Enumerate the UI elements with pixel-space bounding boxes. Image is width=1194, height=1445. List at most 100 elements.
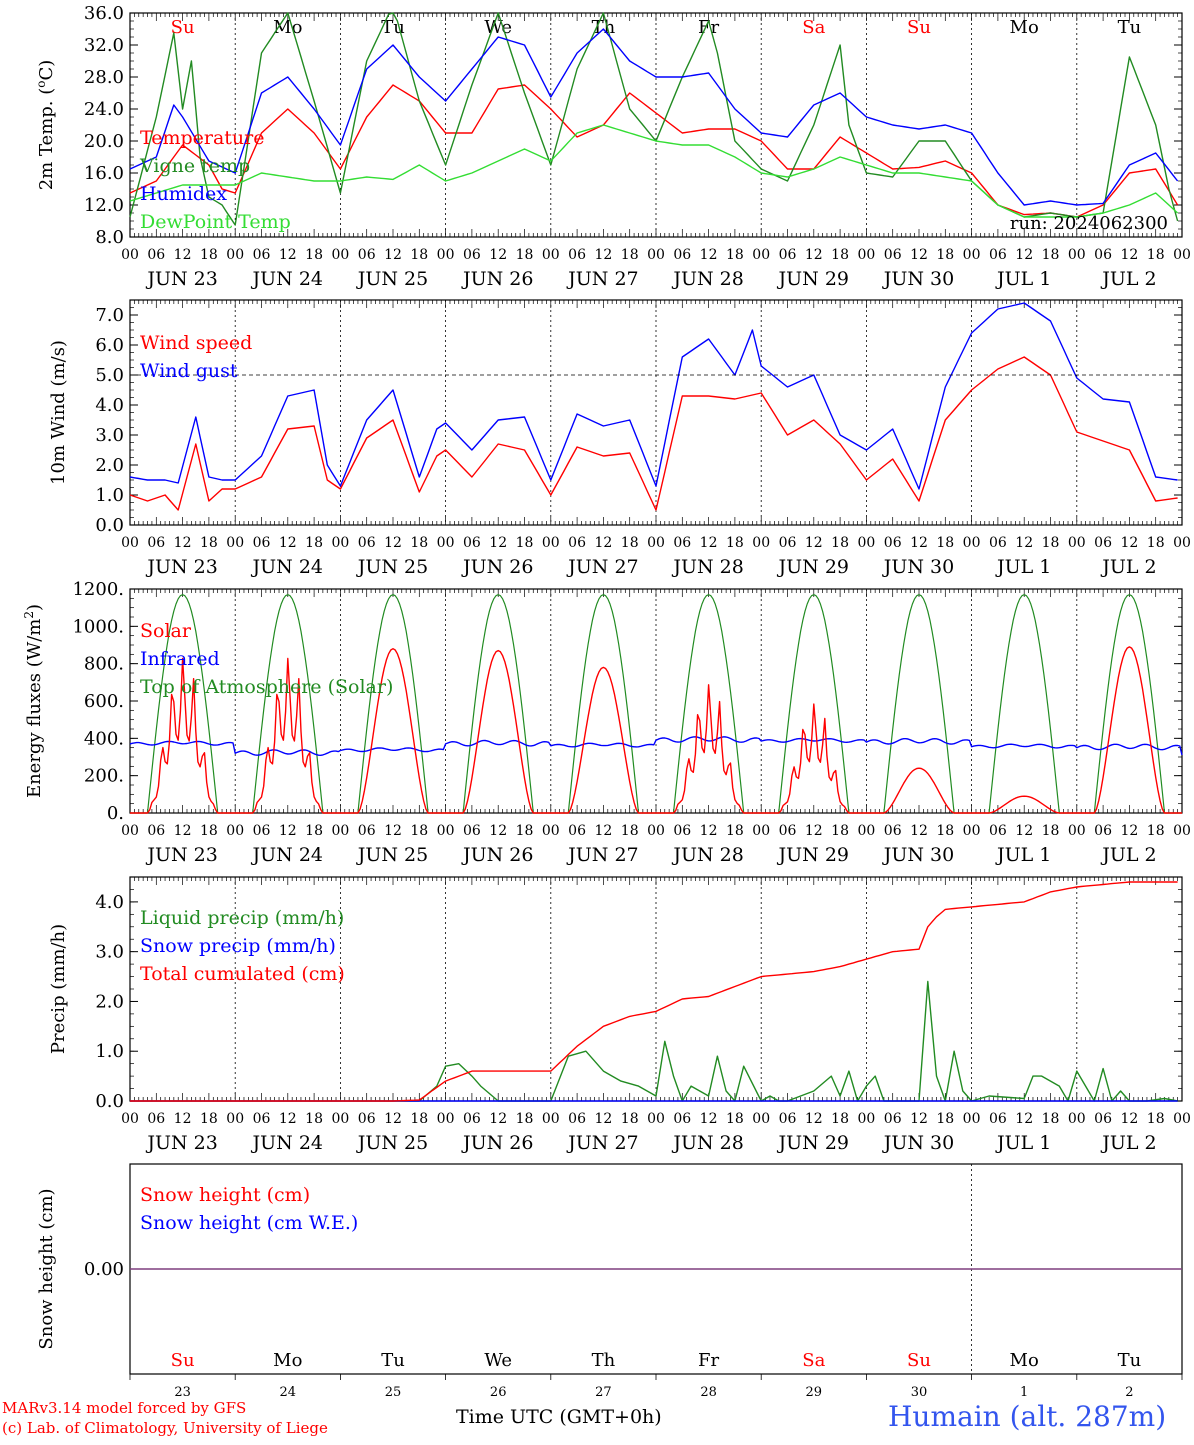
energy-hour-label: 18 <box>1042 823 1060 839</box>
energy-hour-label: 12 <box>1015 823 1033 839</box>
temperature-date-label: JUN 29 <box>777 268 849 290</box>
temperature-hour-label: 00 <box>647 247 665 263</box>
snow-day-number: 2 <box>1125 1385 1133 1400</box>
wind-date-label: JUN 29 <box>777 556 849 578</box>
temperature-hour-label: 18 <box>305 247 323 263</box>
run-label: run: 2024062300 <box>1010 213 1168 234</box>
precip-hour-label: 00 <box>542 1111 560 1127</box>
snow-day-abbr: Tu <box>381 1350 405 1371</box>
temperature-hour-label: 00 <box>1068 247 1086 263</box>
wind-hour-label: 00 <box>331 535 349 551</box>
energy-hour-label: 06 <box>779 823 797 839</box>
model-credit: MARv3.14 model forced by GFS <box>2 1399 247 1417</box>
energy-hour-label: 12 <box>594 823 612 839</box>
temperature-hour-label: 12 <box>805 247 823 263</box>
energy-hour-label: 00 <box>226 823 244 839</box>
energy-hour-label: 00 <box>542 823 560 839</box>
wind-hour-label: 12 <box>279 535 297 551</box>
precip-hour-label: 00 <box>857 1111 875 1127</box>
precip-hour-label: 18 <box>1147 1111 1165 1127</box>
energy-y-tick-label: 200. <box>84 766 124 787</box>
snow-legend-entry: Snow height (cm) <box>140 1184 310 1206</box>
precip-hour-label: 12 <box>1120 1111 1138 1127</box>
wind-date-label: JUN 28 <box>671 556 743 578</box>
wind-hour-label: 18 <box>936 535 954 551</box>
temperature-day-abbr: Su <box>907 17 931 38</box>
precip-hour-label: 06 <box>147 1111 165 1127</box>
lab-credit: (c) Lab. of Climatology, University of L… <box>2 1419 328 1437</box>
snow-day-abbr: Fr <box>698 1350 719 1371</box>
temperature-hour-label: 00 <box>121 247 139 263</box>
energy-hour-label: 00 <box>963 823 981 839</box>
wind-date-label: JUN 27 <box>566 556 638 578</box>
precip-hour-label: 00 <box>1173 1111 1191 1127</box>
energy-date-label: JUN 24 <box>251 844 323 866</box>
snow-day-number: 25 <box>385 1385 402 1400</box>
precip-hour-label: 12 <box>1015 1111 1033 1127</box>
temperature-day-abbr: We <box>484 17 512 38</box>
wind-hour-label: 00 <box>437 535 455 551</box>
temperature-y-axis-title: 2m Temp. (oC) <box>34 60 57 191</box>
precip-date-label: JUN 25 <box>356 1132 428 1154</box>
precip-hour-label: 00 <box>331 1111 349 1127</box>
wind-hour-label: 06 <box>1094 535 1112 551</box>
precip-hour-label: 06 <box>779 1111 797 1127</box>
wind-date-label: JUN 26 <box>461 556 533 578</box>
energy-date-label: JUN 28 <box>671 844 743 866</box>
temperature-hour-label: 18 <box>936 247 954 263</box>
precip-hour-label: 18 <box>410 1111 428 1127</box>
temperature-hour-label: 18 <box>831 247 849 263</box>
snow-day-number: 28 <box>700 1385 717 1400</box>
snow-day-abbr: Mo <box>1010 1350 1039 1371</box>
energy-legend-entry: Solar <box>140 620 192 642</box>
temperature-date-label: JUN 24 <box>251 268 323 290</box>
energy-legend-entry: Top of Atmosphere (Solar) <box>140 676 393 698</box>
precip-hour-label: 06 <box>253 1111 271 1127</box>
snow-legend-entry: Snow height (cm W.E.) <box>140 1212 358 1234</box>
temperature-date-label: JUN 30 <box>882 268 954 290</box>
temperature-y-tick-label: 36.0 <box>84 3 124 24</box>
temperature-date-label: JUL 1 <box>995 268 1051 290</box>
temperature-hour-label: 06 <box>358 247 376 263</box>
wind-y-tick-label: 6.0 <box>95 335 124 356</box>
wind-y-tick-label: 5.0 <box>95 365 124 386</box>
wind-hour-label: 06 <box>673 535 691 551</box>
temperature-legend-entry: DewPoint Temp <box>140 211 291 233</box>
energy-hour-label: 12 <box>805 823 823 839</box>
energy-hour-label: 18 <box>726 823 744 839</box>
wind-legend-entry: Wind gust <box>140 360 238 382</box>
temperature-y-tick-label: 32.0 <box>84 35 124 56</box>
wind-date-label: JUN 30 <box>882 556 954 578</box>
wind-hour-label: 06 <box>463 535 481 551</box>
precip-legend-entry: Liquid precip (mm/h) <box>140 907 344 929</box>
wind-hour-label: 18 <box>305 535 323 551</box>
temperature-date-label: JUL 2 <box>1100 268 1156 290</box>
snow-day-abbr: Sa <box>802 1350 825 1371</box>
temperature-hour-label: 06 <box>253 247 271 263</box>
temperature-hour-label: 18 <box>621 247 639 263</box>
energy-date-label: JUL 1 <box>995 844 1051 866</box>
temperature-y-tick-label: 20.0 <box>84 131 124 152</box>
wind-date-label: JUN 25 <box>356 556 428 578</box>
wind-hour-label: 00 <box>226 535 244 551</box>
temperature-day-abbr: Tu <box>1118 17 1142 38</box>
temperature-day-abbr: Th <box>592 17 616 38</box>
temperature-hour-label: 12 <box>1015 247 1033 263</box>
precip-series-0 <box>130 980 1178 1102</box>
temperature-hour-label: 06 <box>1094 247 1112 263</box>
precip-hour-label: 00 <box>647 1111 665 1127</box>
temperature-hour-label: 00 <box>857 247 875 263</box>
wind-hour-label: 12 <box>174 535 192 551</box>
temperature-day-abbr: Mo <box>273 17 302 38</box>
station-name: Humain (alt. 287m) <box>888 1400 1167 1433</box>
wind-series-1 <box>129 302 1178 490</box>
snow-day-number: 29 <box>806 1385 823 1400</box>
wind-hour-label: 18 <box>726 535 744 551</box>
wind-hour-label: 18 <box>200 535 218 551</box>
wind-hour-label: 00 <box>857 535 875 551</box>
wind-y-tick-label: 7.0 <box>95 305 124 326</box>
wind-hour-label: 00 <box>1068 535 1086 551</box>
energy-hour-label: 12 <box>174 823 192 839</box>
energy-hour-label: 18 <box>516 823 534 839</box>
